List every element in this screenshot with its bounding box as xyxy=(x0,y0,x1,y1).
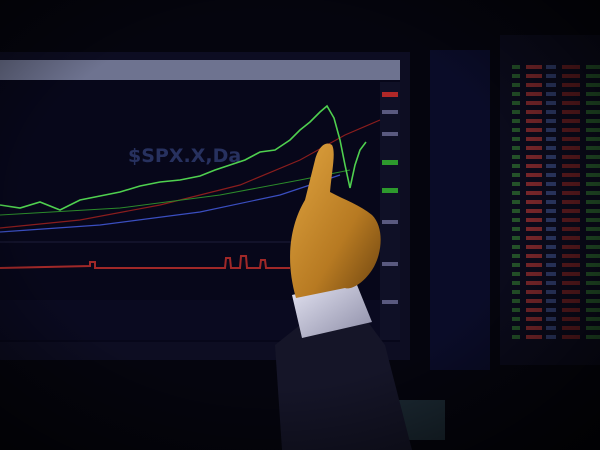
photo: $SPX.X,Da xyxy=(0,0,600,450)
vignette xyxy=(0,0,600,450)
